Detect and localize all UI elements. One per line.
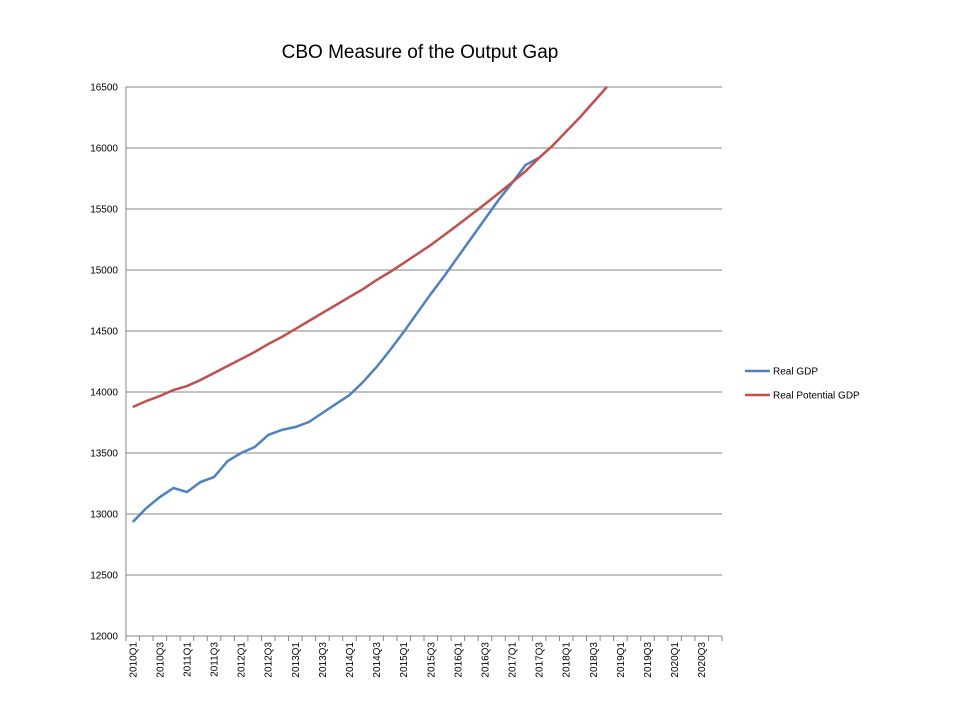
x-tick-label: 2019Q1: [616, 642, 627, 678]
x-tick-label: 2010Q3: [155, 642, 166, 678]
x-tick-label: 2016Q1: [453, 642, 464, 678]
chart-title: CBO Measure of the Output Gap: [282, 42, 559, 63]
x-tick-label: 2018Q3: [589, 642, 600, 678]
x-tick-label: 2018Q1: [562, 642, 573, 678]
x-tick-label: 2020Q1: [670, 642, 681, 678]
x-tick-label: 2012Q1: [237, 642, 248, 678]
x-tick-label: 2016Q3: [480, 642, 491, 678]
legend-label: Real GDP: [773, 367, 818, 378]
y-tick-label: 13000: [90, 510, 118, 521]
y-tick-label: 14500: [90, 327, 118, 338]
x-tick-label: 2011Q3: [210, 642, 221, 677]
series-line: [131, 156, 540, 523]
x-tick-label: 2015Q1: [399, 642, 410, 678]
y-tick-label: 12500: [90, 571, 118, 582]
y-tick-label: 12000: [90, 632, 118, 643]
y-tick-label: 13500: [90, 449, 118, 460]
y-tick-label: 16500: [90, 83, 118, 94]
x-tick-label: 2014Q3: [372, 642, 383, 678]
y-tick-label: 15000: [90, 266, 118, 277]
x-tick-label: 2013Q1: [291, 642, 302, 678]
x-tick-label: 2017Q3: [535, 642, 546, 678]
y-tick-label: 14000: [90, 388, 118, 399]
x-tick-label: 2020Q3: [697, 642, 708, 678]
x-tick-label: 2011Q1: [182, 642, 193, 677]
x-tick-label: 2012Q3: [264, 642, 275, 678]
x-tick-label: 2014Q1: [345, 642, 356, 678]
series-line: [132, 86, 608, 409]
x-tick-label: 2017Q1: [508, 642, 519, 678]
legend-label: Real Potential GDP: [773, 391, 860, 402]
y-tick-label: 16000: [90, 144, 118, 155]
x-tick-label: 2010Q1: [128, 642, 139, 678]
x-tick-label: 2015Q3: [426, 642, 437, 678]
x-tick-label: 2019Q3: [643, 642, 654, 678]
x-tick-label: 2013Q3: [318, 642, 329, 678]
y-tick-label: 15500: [90, 205, 118, 216]
